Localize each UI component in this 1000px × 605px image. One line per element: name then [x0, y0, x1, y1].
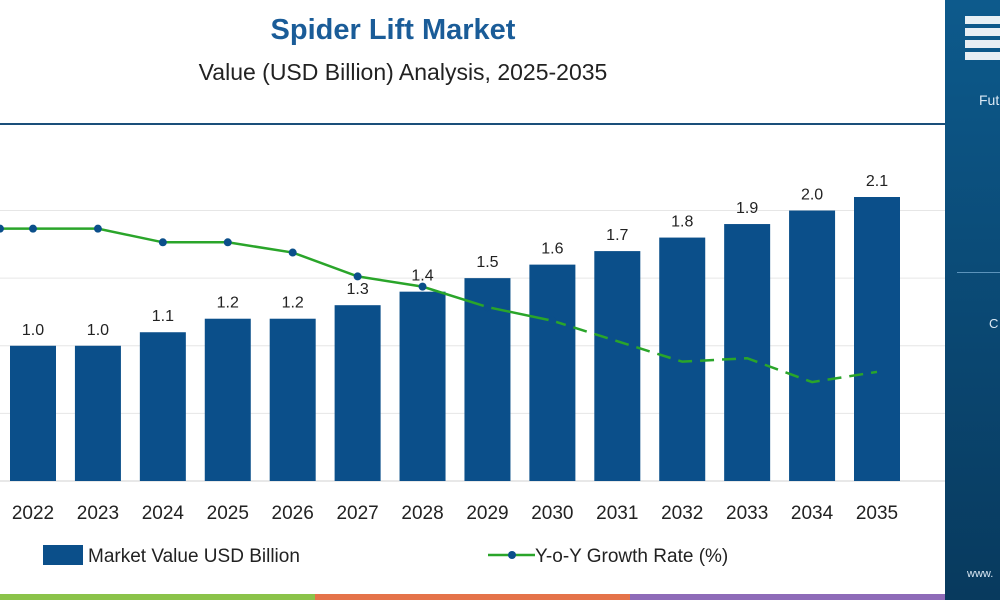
growth-point-2026: [288, 248, 297, 257]
bar-2031: [594, 251, 641, 481]
legend-bar-swatch: [43, 545, 83, 565]
data-label-2035: 2.1: [866, 173, 888, 190]
data-label-2030: 1.6: [541, 241, 563, 258]
growth-point-2024: [158, 238, 167, 247]
bar-2032: [659, 237, 706, 481]
x-tick-2023: 2023: [77, 503, 119, 524]
growth-line-forecast: [552, 319, 878, 384]
tick-layer: 2022 2023 2024 2025 2026 2027 2028 2029 2030 2031…: [12, 503, 898, 524]
x-tick-2026: 2026: [272, 503, 314, 524]
growth-point-2022: [29, 224, 37, 233]
bar-2033: [724, 224, 771, 482]
chart-title: Spider Lift Market: [271, 14, 516, 46]
x-tick-2031: 2031: [596, 503, 638, 524]
data-label-2026: 1.2: [282, 295, 304, 312]
chart-root: Spider Lift Market Value (USD Billion) A…: [0, 14, 945, 600]
bar-2028: [399, 291, 446, 481]
growth-point-2030: [548, 316, 557, 325]
bar-2027: [334, 305, 381, 481]
x-tick-2034: 2034: [791, 503, 834, 524]
bar-2025: [204, 318, 251, 481]
data-label-2034: 2.0: [801, 187, 823, 204]
footer-band-segment: [315, 594, 630, 600]
data-label-2029: 1.5: [476, 254, 498, 271]
bar-2029: [464, 278, 511, 481]
footer-band: [0, 594, 945, 600]
data-label-2032: 1.8: [671, 214, 693, 231]
bar-2034: [789, 210, 836, 481]
growth-point-2025: [223, 238, 232, 247]
growth-point-2029: [483, 303, 492, 312]
x-tick-2024: 2024: [142, 503, 185, 524]
growth-point-2027: [353, 272, 362, 281]
bar-2023: [74, 345, 121, 481]
x-tick-2027: 2027: [336, 503, 378, 524]
growth-point-lead: [0, 224, 4, 233]
growth-point-2023: [93, 224, 102, 233]
data-label-2033: 1.9: [736, 200, 758, 217]
data-label-2027: 1.3: [346, 281, 368, 298]
x-tick-2030: 2030: [531, 503, 573, 524]
x-tick-2022: 2022: [12, 503, 54, 524]
chart-svg: Spider Lift Market Value (USD Billion) A…: [0, 14, 945, 600]
x-tick-2029: 2029: [466, 503, 508, 524]
growth-point-2028: [418, 282, 427, 291]
data-label-2028: 1.4: [411, 268, 433, 285]
legend-line-marker: [508, 551, 516, 559]
footer-band-segment: [630, 594, 945, 600]
x-tick-2025: 2025: [207, 503, 249, 524]
legend-line-label: Y-o-Y Growth Rate (%): [535, 546, 728, 567]
line-layer: [0, 224, 878, 384]
x-tick-2033: 2033: [726, 503, 768, 524]
bar-2024: [139, 332, 186, 481]
data-label-2023: 1.0: [87, 322, 109, 339]
label-layer: 1.0 1.0 1.1 1.2 1.2 1.3 1.4 1.5 1.6 1.7 1.8 1.9 2.0 2…: [22, 173, 888, 339]
legend-bar-label: Market Value USD Billion: [88, 546, 300, 567]
bar-2026: [269, 318, 316, 481]
bar-2035: [854, 197, 900, 481]
side-divider: [957, 272, 1000, 273]
bar-2030: [529, 264, 576, 481]
x-tick-2035: 2035: [856, 503, 898, 524]
bar-layer: [10, 197, 900, 482]
legend: Market Value USD Billion Y-o-Y Growth Ra…: [43, 545, 728, 567]
chart-subtitle: Value (USD Billion) Analysis, 2025-2035: [199, 59, 608, 85]
side-logo-text: Futu: [979, 92, 1000, 108]
data-label-2031: 1.7: [606, 227, 628, 244]
side-snippet-2: www.: [967, 568, 994, 580]
x-tick-2032: 2032: [661, 503, 703, 524]
data-label-2024: 1.1: [152, 308, 174, 325]
side-panel: Futu C www.: [945, 0, 1000, 600]
bar-2022: [10, 345, 56, 481]
footer-band-segment: [0, 594, 315, 600]
logo-icon: [965, 16, 1000, 60]
data-label-2025: 1.2: [217, 295, 239, 312]
data-label-2022: 1.0: [22, 322, 44, 339]
side-snippet-1: C: [989, 316, 999, 331]
x-tick-2028: 2028: [401, 503, 443, 524]
